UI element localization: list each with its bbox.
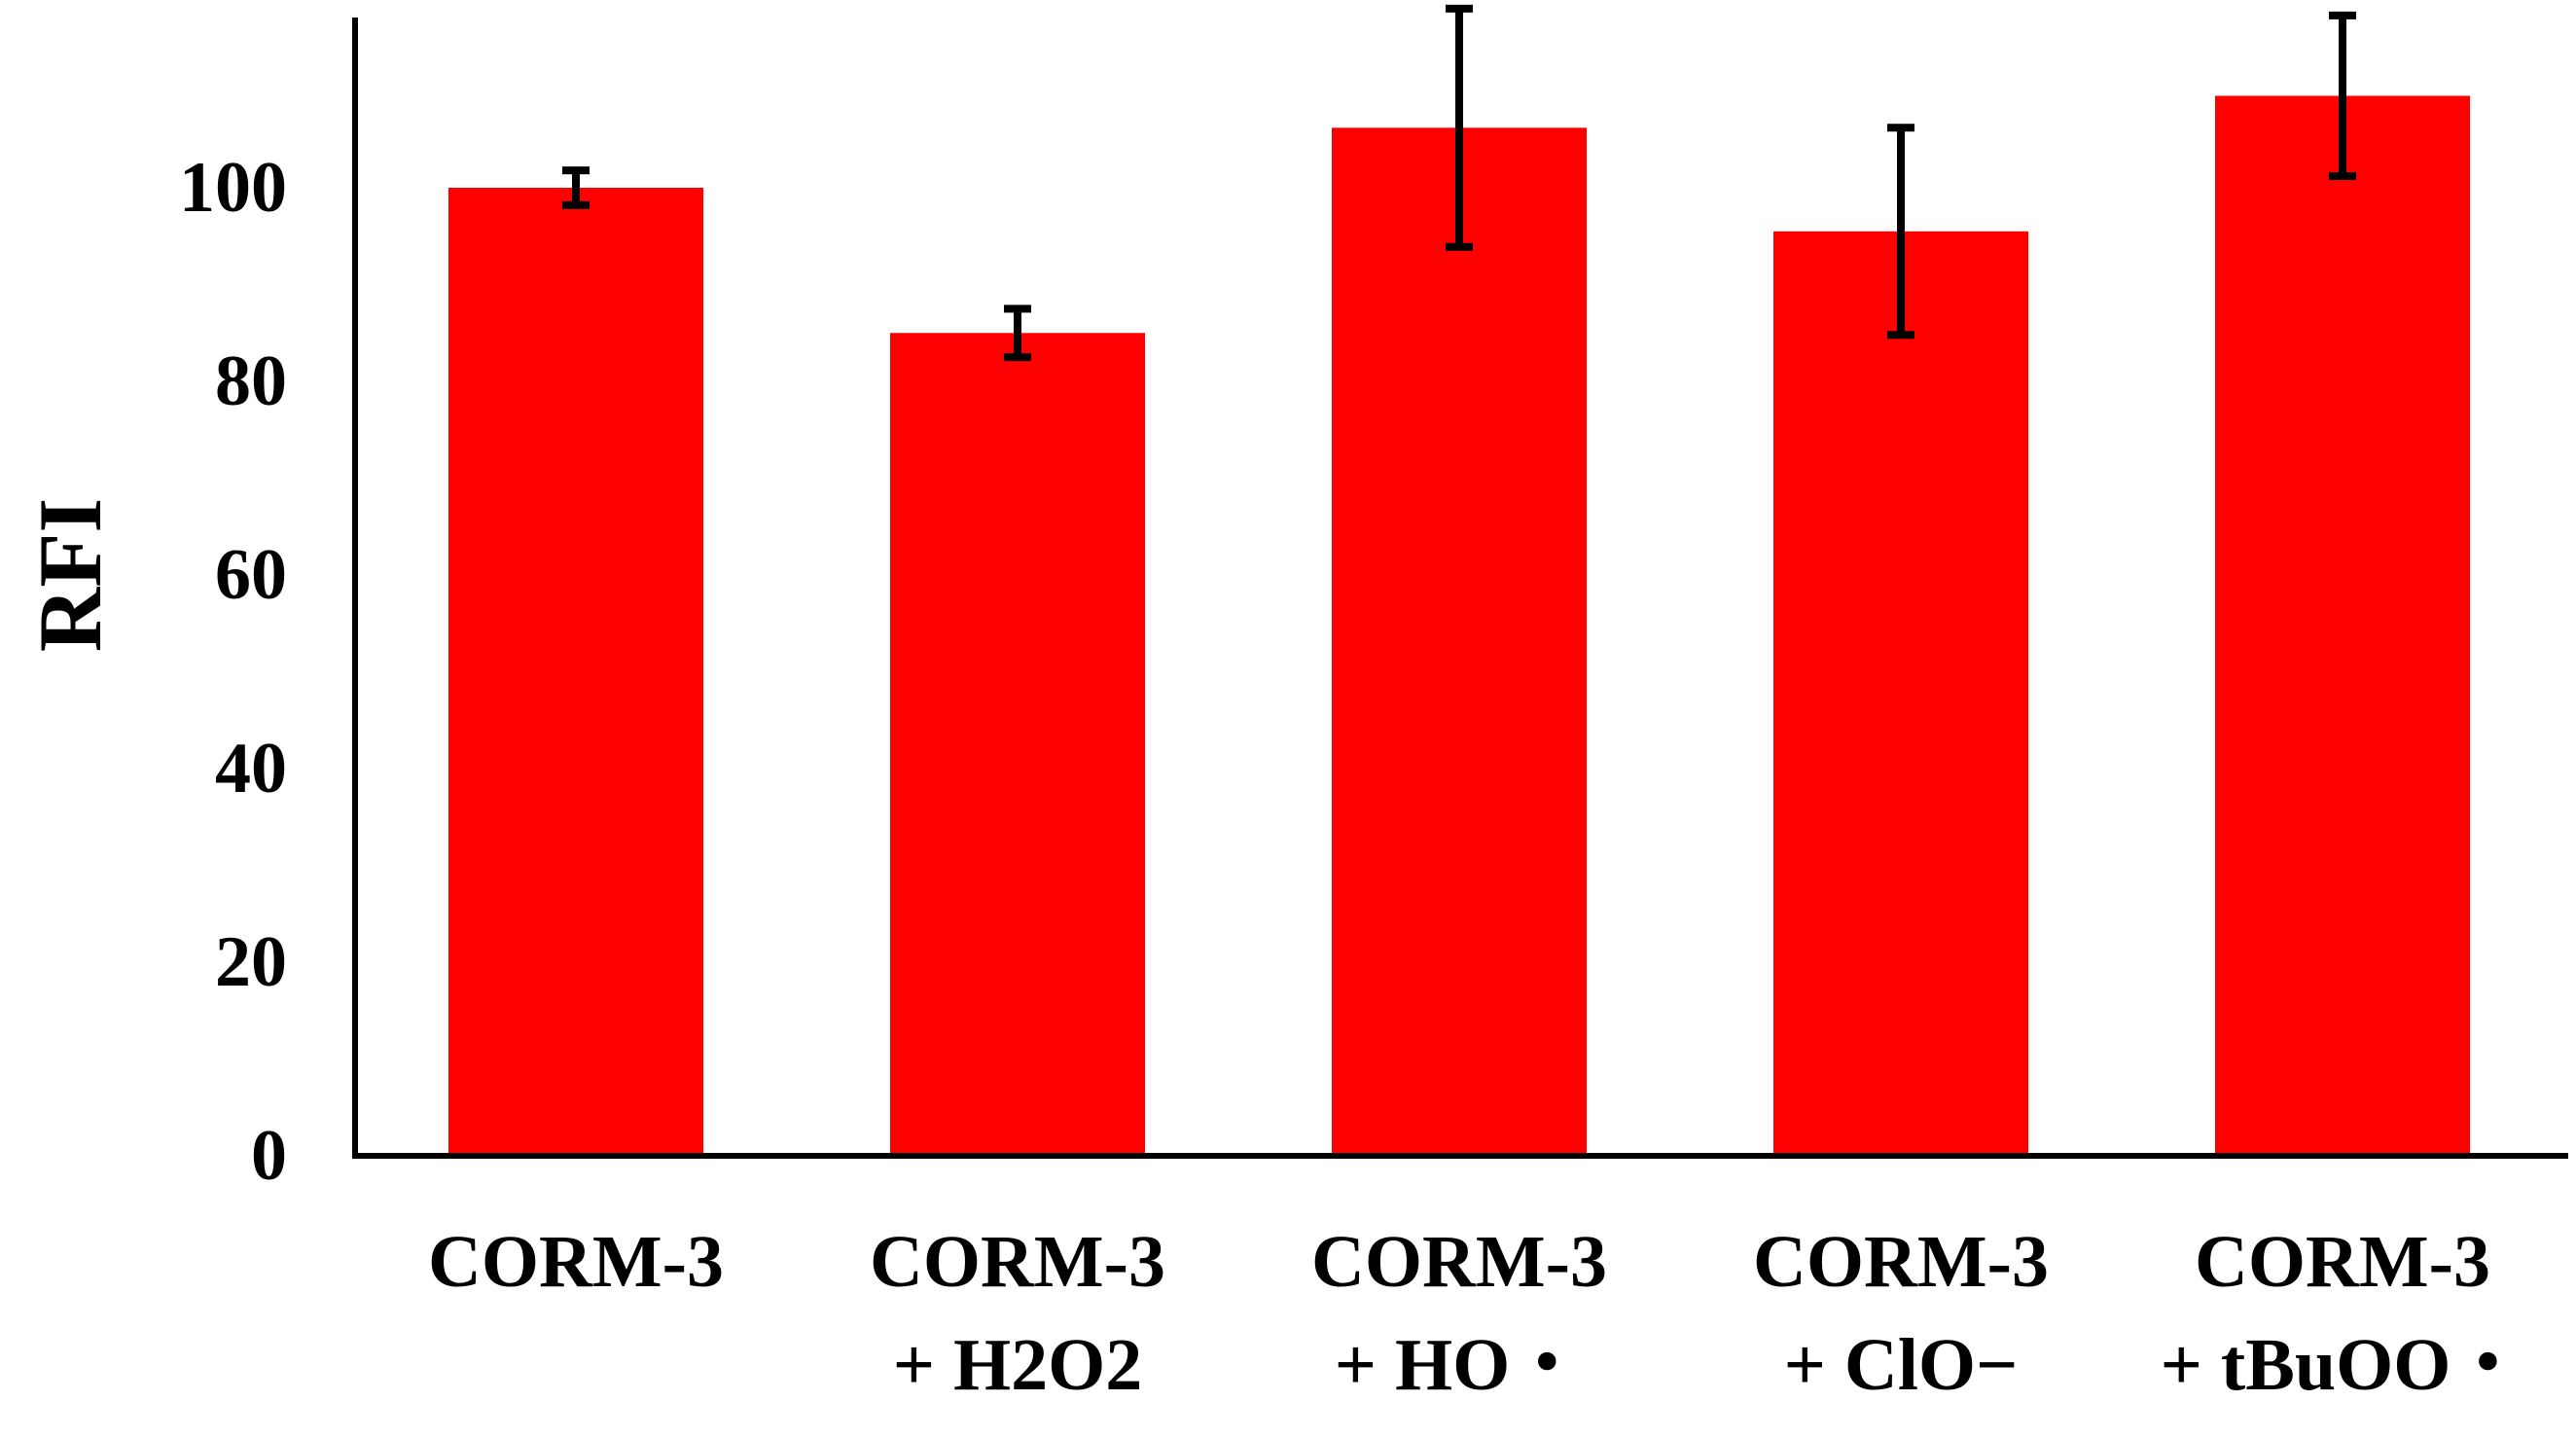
x-category-label-1: CORM-3 + H2O2 <box>870 1221 1165 1406</box>
y-axis-ticks: 0 20 40 60 80 100 <box>179 148 287 1196</box>
error-bar-2 <box>1446 4 1473 251</box>
y-tick-label: 0 <box>251 1116 287 1196</box>
y-axis-label-group: RFI <box>20 498 120 652</box>
error-bars <box>562 4 2356 362</box>
axes <box>352 18 2568 1159</box>
x-category-label-2: CORM-3 + HO・ <box>1311 1221 1607 1406</box>
x-category-label-line: CORM-3 <box>870 1221 1165 1303</box>
y-tick-label: 40 <box>215 729 287 808</box>
x-axis-category-labels: CORM-3 CORM-3 + H2O2 CORM-3 + HO・ CORM-3 + ClO… <box>428 1221 2524 1406</box>
error-bar-4 <box>2329 11 2356 181</box>
bar-3 <box>1773 231 2028 1156</box>
error-bar-0 <box>562 166 590 209</box>
y-tick-label: 20 <box>215 922 287 1002</box>
x-category-label-line: CORM-3 <box>1753 1221 2049 1303</box>
y-tick-label: 80 <box>215 341 287 421</box>
x-category-label-3: CORM-3 + ClO− <box>1753 1221 2049 1406</box>
error-bar-3 <box>1887 124 1914 340</box>
y-tick-label: 100 <box>179 148 287 228</box>
x-category-label-line: + tBuOO・ <box>2161 1324 2525 1406</box>
x-category-label-line: + HO・ <box>1335 1324 1585 1406</box>
bar-0 <box>448 188 703 1156</box>
y-axis-title: RFI <box>20 498 120 652</box>
x-category-label-line: CORM-3 <box>2195 1221 2490 1303</box>
y-tick-label: 60 <box>215 535 287 615</box>
x-category-label-line: + H2O2 <box>893 1324 1143 1406</box>
x-category-label-4: CORM-3 + tBuOO・ <box>2161 1221 2525 1406</box>
x-category-label-0: CORM-3 <box>428 1221 724 1303</box>
x-category-label-line: + ClO− <box>1784 1324 2019 1406</box>
bar-1 <box>890 333 1145 1156</box>
bar-4 <box>2215 95 2470 1157</box>
bars <box>448 95 2470 1157</box>
error-bar-1 <box>1004 305 1031 362</box>
bar-2 <box>1332 127 1587 1156</box>
x-category-label-line: CORM-3 <box>1311 1221 1607 1303</box>
x-category-label-line: CORM-3 <box>428 1221 724 1303</box>
